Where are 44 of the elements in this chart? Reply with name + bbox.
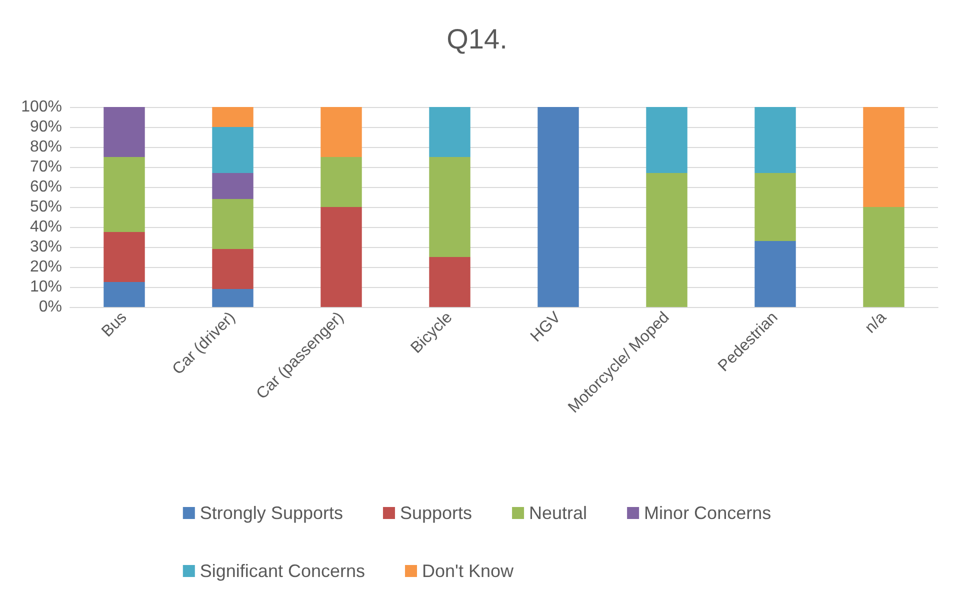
- bar: [104, 157, 145, 232]
- bar: [646, 107, 688, 173]
- x-tick-label: Bus: [98, 308, 130, 340]
- bar: [104, 107, 145, 157]
- legend-label: Don't Know: [422, 561, 514, 581]
- y-tick-label: 60%: [30, 178, 62, 196]
- y-tick-label: 90%: [30, 118, 62, 136]
- bar: [538, 107, 579, 307]
- bar: [320, 157, 362, 207]
- y-tick-label: 10%: [30, 278, 62, 296]
- legend-label: Minor Concerns: [644, 503, 772, 523]
- y-tick-label: 0%: [38, 298, 62, 316]
- bar: [863, 207, 904, 307]
- bar: [104, 282, 145, 307]
- legend-label: Significant Concerns: [200, 561, 365, 581]
- y-tick-label: 80%: [30, 138, 62, 156]
- bar: [212, 199, 254, 249]
- x-tick-label: n/a: [862, 308, 890, 337]
- bar: [646, 173, 688, 307]
- bar: [863, 107, 904, 207]
- chart-title: Q14.: [446, 24, 508, 54]
- bar: [429, 107, 470, 157]
- y-tick-label: 50%: [30, 198, 62, 216]
- bar: [212, 289, 254, 307]
- legend-label: Strongly Supports: [200, 503, 343, 523]
- y-tick-label: 70%: [30, 158, 62, 176]
- bar: [212, 173, 254, 199]
- y-tick-label: 40%: [30, 218, 62, 236]
- legend-label: Neutral: [529, 503, 588, 523]
- bar: [212, 127, 254, 173]
- bar: [320, 207, 362, 307]
- y-tick-label: 20%: [30, 258, 62, 276]
- bar: [104, 232, 145, 282]
- y-tick-label: 30%: [30, 238, 62, 256]
- legend-label: Supports: [400, 503, 472, 523]
- bar: [754, 241, 796, 307]
- bar: [429, 157, 470, 257]
- bar: [754, 107, 796, 173]
- bar: [429, 257, 470, 307]
- bar: [320, 107, 362, 157]
- bar: [212, 107, 254, 127]
- y-tick-label: 100%: [21, 98, 62, 116]
- bar: [212, 249, 254, 289]
- bar: [754, 173, 796, 241]
